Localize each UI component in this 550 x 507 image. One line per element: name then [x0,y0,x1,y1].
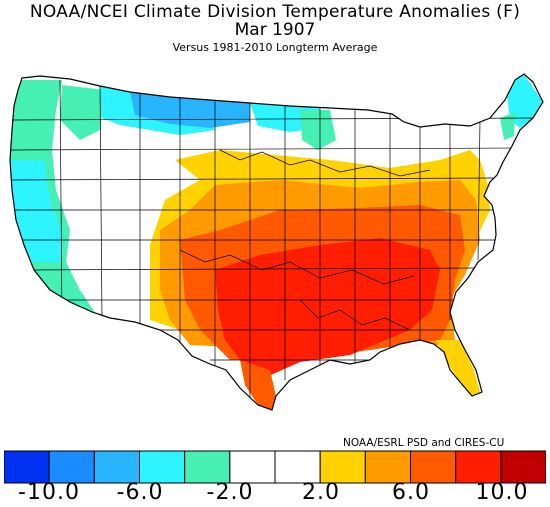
colorbar-swatch [500,450,546,484]
colorbar-swatch [229,450,276,484]
credit-label: NOAA/ESRL PSD and CIRES-CU [343,437,505,449]
colorbar-tick-label: 2.0 [302,480,340,505]
map-title: NOAA/NCEI Climate Division Temperature A… [29,2,521,22]
south-texas-region [240,360,276,410]
colorbar-swatch [455,450,502,484]
division-boundaries [10,79,541,400]
colorbar-swatch [93,450,140,484]
california-coast-cool-region [10,160,62,262]
colorbar-tick-label: -6.0 [116,480,164,505]
colorbar-tick-label: -2.0 [206,480,254,505]
map-period: Mar 1907 [234,20,316,40]
us-climate-division-map [9,73,544,411]
colorbar [4,450,546,484]
us-outline [9,73,544,411]
colorbar-tick-label: 10.0 [475,480,529,505]
new-england-cool-region [500,112,515,140]
colorbar-swatch [184,450,231,484]
inland-northwest-cool-region [60,85,105,140]
colorbar-swatch [410,450,457,484]
colorbar-swatch [139,450,186,484]
colorbar-swatch [319,450,366,484]
colorbar-swatch [48,450,95,484]
colorbar-tick-label: -10.0 [18,480,80,505]
hottest-anomaly-region [215,238,440,382]
colorbar-swatch [364,450,411,484]
colorbar-swatch [274,450,321,484]
florida-warm-region [436,340,480,396]
minnesota-cool-region [300,110,336,150]
colorbar-tick-label: 6.0 [392,480,430,505]
map-subtitle: Versus 1981-2010 Longterm Average [172,41,378,54]
colorbar-swatch [4,450,50,484]
